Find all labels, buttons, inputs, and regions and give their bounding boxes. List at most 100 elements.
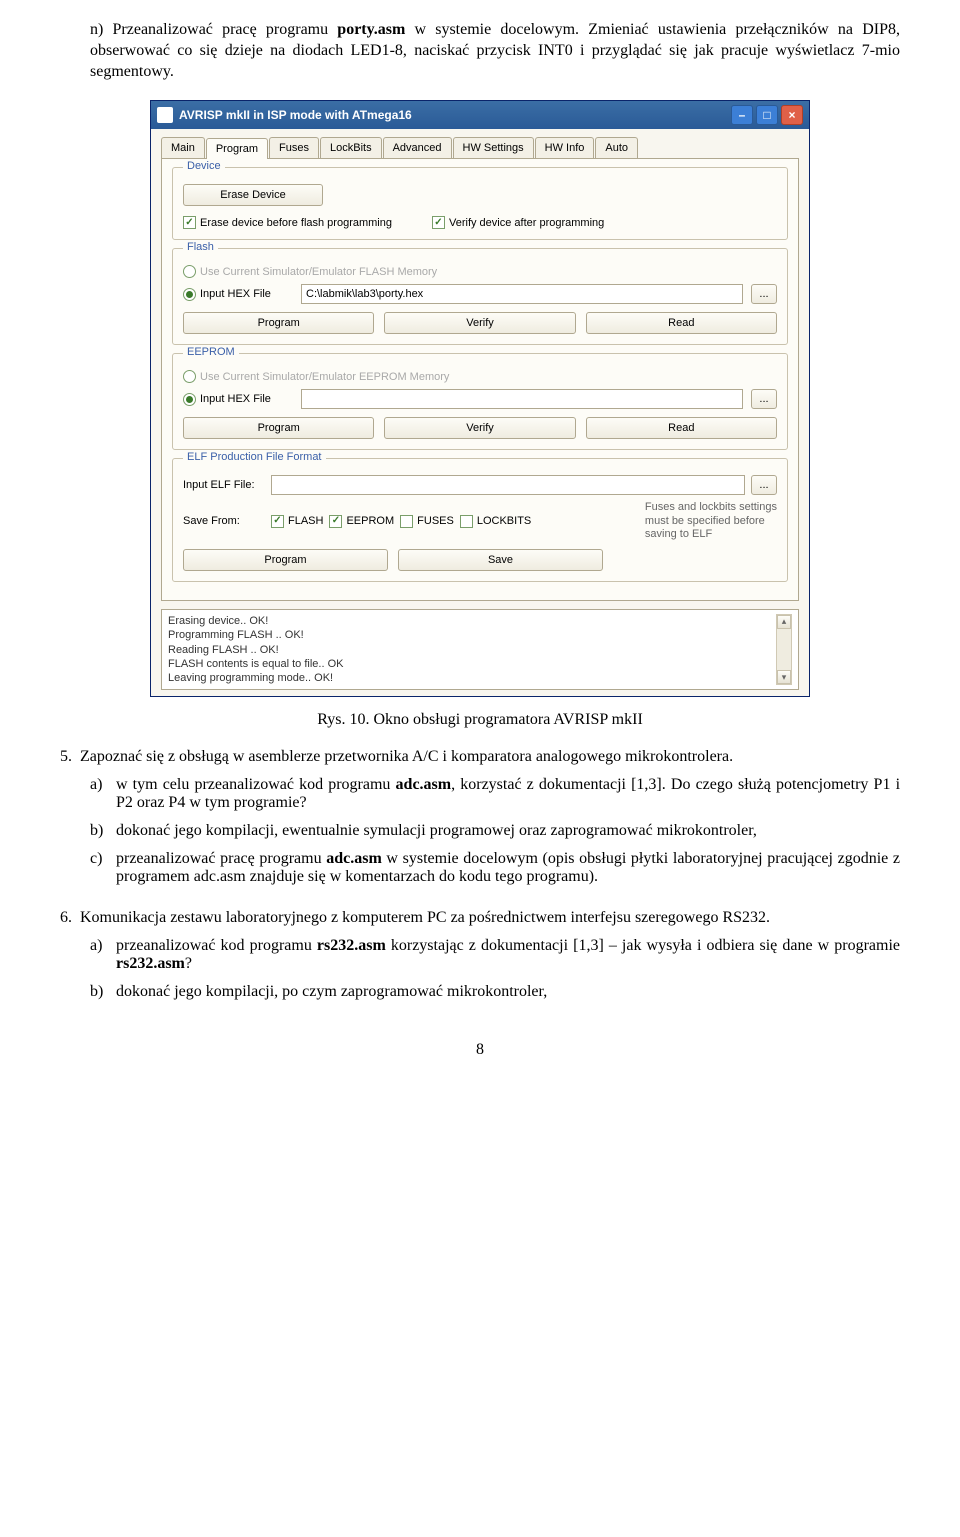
- code-bold: rs232.asm: [317, 937, 386, 954]
- cb-elf-eeprom[interactable]: ✓ EEPROM: [329, 515, 394, 528]
- close-button[interactable]: ×: [781, 105, 803, 125]
- radio-label: Use Current Simulator/Emulator EEPROM Me…: [200, 371, 449, 383]
- elf-note: Fuses and lockbits settings must be spec…: [645, 501, 777, 541]
- text: ?: [185, 955, 192, 972]
- log-lines: Erasing device.. OK! Programming FLASH .…: [168, 614, 770, 685]
- elf-save-button[interactable]: Save: [398, 549, 603, 571]
- radio-icon: [183, 265, 196, 278]
- note-line: Fuses and lockbits settings: [645, 501, 777, 514]
- radio-flash-hex[interactable]: Input HEX File: [183, 288, 293, 301]
- checkbox-icon: [460, 515, 473, 528]
- eeprom-hex-path-input[interactable]: [301, 389, 743, 409]
- eeprom-program-button[interactable]: Program: [183, 417, 374, 439]
- elf-browse-button[interactable]: ...: [751, 475, 777, 495]
- tab-hwinfo[interactable]: HW Info: [535, 137, 595, 158]
- note-line: must be specified before: [645, 515, 777, 528]
- log-line: Leaving programming mode.. OK!: [168, 671, 770, 685]
- list-marker: c): [90, 850, 116, 886]
- log-box: Erasing device.. OK! Programming FLASH .…: [161, 609, 799, 690]
- checkbox-icon: ✓: [432, 216, 445, 229]
- code-bold: adc.asm: [396, 776, 452, 793]
- radio-label: Input HEX File: [200, 393, 271, 405]
- cb-elf-fuses[interactable]: FUSES: [400, 515, 454, 528]
- scroll-down-icon[interactable]: ▾: [777, 670, 791, 684]
- paragraph-n: n) Przeanalizować pracę programu porty.a…: [60, 20, 900, 82]
- elf-input-label: Input ELF File:: [183, 479, 265, 491]
- tab-auto[interactable]: Auto: [595, 137, 638, 158]
- flash-browse-button[interactable]: ...: [751, 284, 777, 304]
- flash-verify-button[interactable]: Verify: [384, 312, 575, 334]
- cb-label: EEPROM: [346, 515, 394, 527]
- group-flash: Flash Use Current Simulator/Emulator FLA…: [172, 248, 788, 345]
- list-marker: a): [90, 937, 116, 973]
- elf-save-label: Save From:: [183, 515, 265, 527]
- maximize-button[interactable]: □: [756, 105, 778, 125]
- group-elf: ELF Production File Format Input ELF Fil…: [172, 458, 788, 582]
- eeprom-read-button[interactable]: Read: [586, 417, 777, 439]
- cb-erase-before[interactable]: ✓ Erase device before flash programming: [183, 216, 392, 229]
- scroll-up-icon[interactable]: ▴: [777, 615, 791, 629]
- log-line: Programming FLASH .. OK!: [168, 628, 770, 642]
- radio-icon: [183, 288, 196, 301]
- radio-flash-sim: Use Current Simulator/Emulator FLASH Mem…: [183, 265, 437, 278]
- tab-hwsettings[interactable]: HW Settings: [453, 137, 534, 158]
- tab-bar: Main Program Fuses LockBits Advanced HW …: [161, 137, 799, 159]
- radio-eeprom-hex[interactable]: Input HEX File: [183, 393, 293, 406]
- note-line: saving to ELF: [645, 528, 777, 541]
- text: n) Przeanalizować pracę programu: [90, 21, 337, 38]
- flash-read-button[interactable]: Read: [586, 312, 777, 334]
- list-marker: a): [90, 776, 116, 812]
- code-bold: adc.asm: [326, 850, 382, 867]
- cb-elf-flash[interactable]: ✓ FLASH: [271, 515, 323, 528]
- radio-icon: [183, 370, 196, 383]
- checkbox-icon: ✓: [183, 216, 196, 229]
- tab-program[interactable]: Program: [206, 138, 268, 159]
- list-item-6b: b) dokonać jego kompilacji, po czym zapr…: [60, 983, 900, 1001]
- checkbox-icon: ✓: [271, 515, 284, 528]
- tab-fuses[interactable]: Fuses: [269, 137, 319, 158]
- eeprom-browse-button[interactable]: ...: [751, 389, 777, 409]
- item-body: przeanalizować kod programu rs232.asm ko…: [116, 937, 900, 973]
- list-item-5c: c) przeanalizować pracę programu adc.asm…: [60, 850, 900, 886]
- flash-hex-path-input[interactable]: C:\labmik\lab3\porty.hex: [301, 284, 743, 304]
- log-scrollbar[interactable]: ▴ ▾: [776, 614, 792, 685]
- code-bold: rs232.asm: [116, 955, 185, 972]
- text: przeanalizować kod programu: [116, 937, 317, 954]
- cb-label: FLASH: [288, 515, 323, 527]
- elf-program-button[interactable]: Program: [183, 549, 388, 571]
- cb-elf-lockbits[interactable]: LOCKBITS: [460, 515, 531, 528]
- group-legend-device: Device: [183, 160, 225, 172]
- radio-icon: [183, 393, 196, 406]
- window-wrap: ▣ AVRISP mkII in ISP mode with ATmega16 …: [60, 100, 900, 697]
- page-number: 8: [60, 1041, 900, 1059]
- group-eeprom: EEPROM Use Current Simulator/Emulator EE…: [172, 353, 788, 450]
- tab-main[interactable]: Main: [161, 137, 205, 158]
- radio-label: Input HEX File: [200, 288, 271, 300]
- paragraph-6: 6. Komunikacja zestawu laboratoryjnego z…: [60, 908, 900, 929]
- icon-glyph: ▣: [160, 110, 169, 121]
- tab-page-program: Device Erase Device ✓ Erase device befor…: [161, 158, 799, 601]
- eeprom-verify-button[interactable]: Verify: [384, 417, 575, 439]
- flash-program-button[interactable]: Program: [183, 312, 374, 334]
- item-body: dokonać jego kompilacji, po czym zaprogr…: [116, 983, 900, 1001]
- checkbox-icon: ✓: [329, 515, 342, 528]
- cb-label: Erase device before flash programming: [200, 217, 392, 229]
- cb-label: FUSES: [417, 515, 454, 527]
- radio-eeprom-sim: Use Current Simulator/Emulator EEPROM Me…: [183, 370, 449, 383]
- elf-path-input[interactable]: [271, 475, 745, 495]
- log-line: Erasing device.. OK!: [168, 614, 770, 628]
- figure-caption: Rys. 10. Okno obsługi programatora AVRIS…: [60, 711, 900, 729]
- list-item-5a: a) w tym celu przeanalizować kod program…: [60, 776, 900, 812]
- minimize-button[interactable]: –: [731, 105, 753, 125]
- window-icon: ▣: [157, 107, 173, 123]
- tab-advanced[interactable]: Advanced: [383, 137, 452, 158]
- tab-lockbits[interactable]: LockBits: [320, 137, 382, 158]
- list-marker: b): [90, 822, 116, 840]
- erase-device-button[interactable]: Erase Device: [183, 184, 323, 206]
- radio-label: Use Current Simulator/Emulator FLASH Mem…: [200, 266, 437, 278]
- group-legend-flash: Flash: [183, 241, 218, 253]
- item-body: w tym celu przeanalizować kod programu a…: [116, 776, 900, 812]
- code-bold: porty.asm: [337, 21, 405, 38]
- cb-verify-after[interactable]: ✓ Verify device after programming: [432, 216, 604, 229]
- cb-label: LOCKBITS: [477, 515, 531, 527]
